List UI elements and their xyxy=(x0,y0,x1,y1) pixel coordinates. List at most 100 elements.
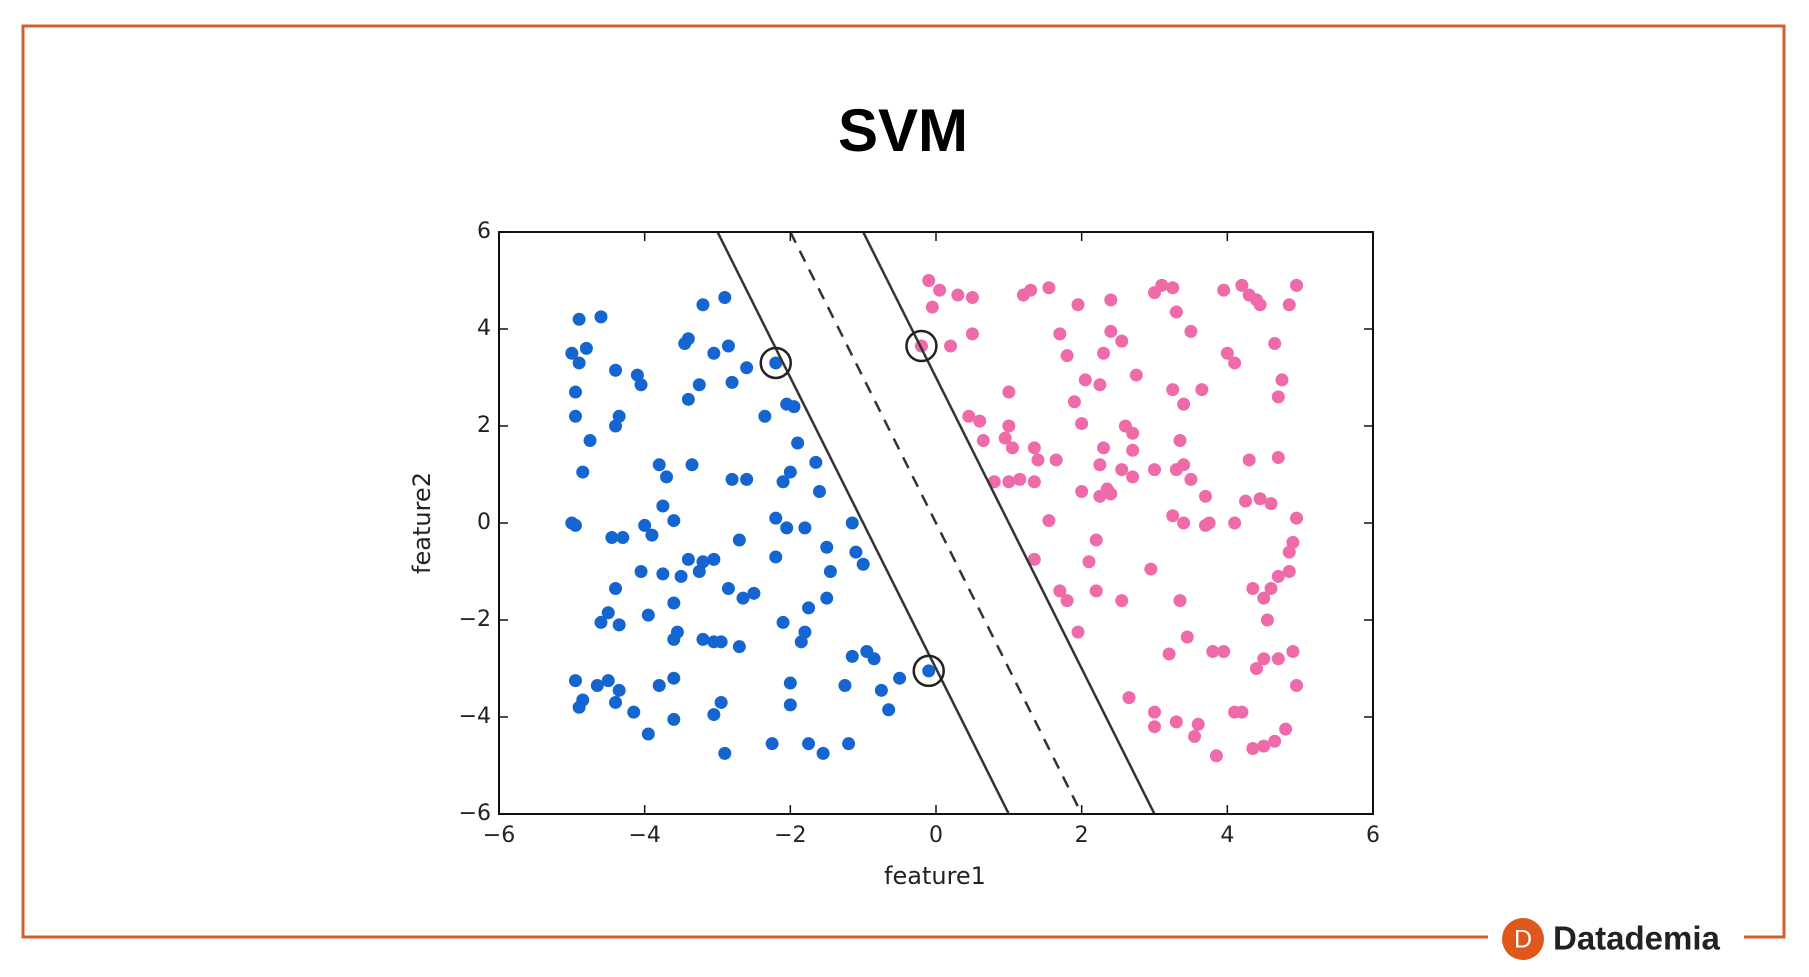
y-tick-label: 2 xyxy=(477,413,491,438)
data-point xyxy=(1093,458,1107,472)
data-point xyxy=(692,378,706,392)
data-point xyxy=(565,346,579,360)
data-point xyxy=(1286,645,1300,659)
boundary-line xyxy=(716,232,1010,814)
data-point xyxy=(922,664,936,678)
data-point xyxy=(1166,509,1180,523)
data-point xyxy=(1078,373,1092,387)
data-point xyxy=(1042,514,1056,528)
data-point xyxy=(1060,594,1074,608)
x-tick-label: 0 xyxy=(929,823,943,848)
data-point xyxy=(718,290,732,304)
data-point xyxy=(1169,305,1183,319)
data-point xyxy=(1253,298,1267,312)
data-point xyxy=(842,737,856,751)
data-point xyxy=(849,545,863,559)
data-point xyxy=(1126,426,1140,440)
data-point xyxy=(732,640,746,654)
data-point xyxy=(576,465,590,479)
data-point xyxy=(609,419,623,433)
data-point xyxy=(681,392,695,406)
data-point xyxy=(1198,489,1212,503)
data-point xyxy=(1264,581,1278,595)
data-point xyxy=(1271,390,1285,404)
data-point xyxy=(638,518,652,532)
data-point xyxy=(1104,487,1118,501)
data-point xyxy=(707,552,721,566)
data-point xyxy=(656,567,670,581)
data-point xyxy=(856,557,870,571)
data-point xyxy=(1027,552,1041,566)
data-point xyxy=(1075,484,1089,498)
data-point xyxy=(820,540,834,554)
data-point xyxy=(1104,324,1118,338)
data-point xyxy=(1279,722,1293,736)
data-point xyxy=(1282,298,1296,312)
data-point xyxy=(1268,734,1282,748)
data-point xyxy=(1002,385,1016,399)
data-point xyxy=(925,300,939,314)
data-point xyxy=(1071,625,1085,639)
y-tick-label: −6 xyxy=(459,801,491,826)
data-point xyxy=(1228,356,1242,370)
data-point xyxy=(627,705,641,719)
brand-letter: D xyxy=(1514,926,1532,954)
data-point xyxy=(783,676,797,690)
data-point xyxy=(645,528,659,542)
data-point xyxy=(572,700,586,714)
data-point xyxy=(736,591,750,605)
data-point xyxy=(725,375,739,389)
data-point xyxy=(1290,511,1304,525)
support-vector xyxy=(905,329,938,363)
data-point xyxy=(1177,516,1191,530)
data-point xyxy=(721,339,735,353)
boundary-line xyxy=(789,232,1083,814)
data-point xyxy=(1075,417,1089,431)
data-point xyxy=(1144,562,1158,576)
x-axis-label: feature1 xyxy=(884,862,986,890)
data-point xyxy=(1031,453,1045,467)
data-point xyxy=(572,312,586,326)
data-point xyxy=(685,458,699,472)
data-point xyxy=(1177,458,1191,472)
data-point xyxy=(1268,337,1282,351)
data-point xyxy=(1228,516,1242,530)
data-point xyxy=(667,514,681,528)
data-point xyxy=(783,698,797,712)
data-point xyxy=(1097,441,1111,455)
data-point xyxy=(1024,283,1038,297)
data-point xyxy=(667,596,681,610)
x-tick-label: −2 xyxy=(774,823,806,848)
data-point xyxy=(769,550,783,564)
data-point xyxy=(962,409,976,423)
data-point xyxy=(616,531,630,545)
data-point xyxy=(1126,443,1140,457)
x-tick-label: −4 xyxy=(628,823,660,848)
data-point xyxy=(1148,720,1161,734)
data-point xyxy=(579,341,593,355)
data-point xyxy=(670,625,684,639)
data-point xyxy=(1290,278,1304,292)
y-tick-label: 0 xyxy=(477,510,491,535)
data-point xyxy=(612,683,626,697)
data-point xyxy=(1217,283,1231,297)
data-point xyxy=(1290,678,1304,692)
data-point xyxy=(780,521,794,535)
data-point xyxy=(1184,324,1198,338)
data-point xyxy=(568,674,582,688)
data-point xyxy=(1089,584,1103,598)
data-point xyxy=(747,586,761,600)
data-point xyxy=(656,499,670,513)
y-tick-label: 4 xyxy=(477,316,491,341)
data-point xyxy=(998,431,1012,445)
data-point xyxy=(1217,645,1231,659)
data-point xyxy=(1209,749,1223,763)
data-point xyxy=(1049,453,1063,467)
data-point xyxy=(1286,535,1300,549)
plot: −6 −4 −2 0 2 4 6 −6 −4 −2 0 2 4 6 xyxy=(459,219,1380,848)
data-point xyxy=(1173,434,1187,448)
data-point xyxy=(714,695,728,709)
data-point xyxy=(776,615,790,629)
data-point xyxy=(652,678,666,692)
